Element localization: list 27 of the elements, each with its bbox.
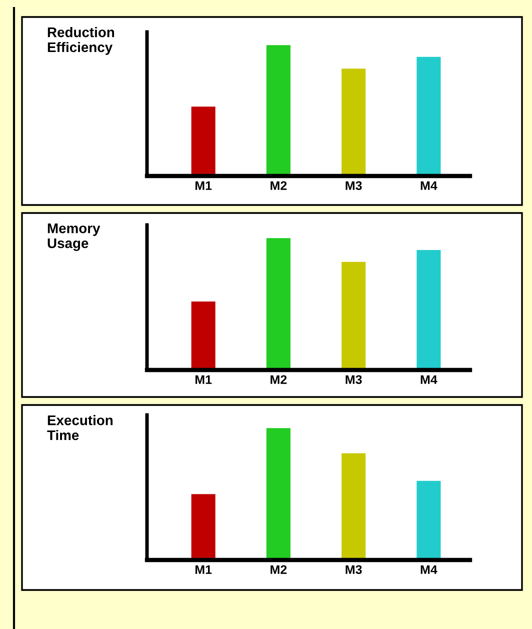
x-tick-label: M1	[195, 181, 212, 190]
chart-title: Reduction Efficiency	[48, 27, 114, 55]
bar	[266, 45, 290, 176]
x-tick-label: M4	[420, 181, 438, 190]
bar	[191, 301, 216, 370]
bar	[266, 428, 290, 560]
bar	[342, 68, 366, 176]
x-tick-label: M3	[346, 375, 362, 384]
x-tick-label: M2	[270, 375, 287, 384]
x-tick-label: M1	[195, 375, 212, 384]
bar	[266, 238, 290, 370]
bar	[342, 262, 366, 370]
x-tick-label: M3	[346, 565, 362, 574]
x-tick-label: M2	[270, 565, 287, 574]
x-tick-label: M4	[420, 565, 438, 574]
chart-title: Execution Time	[47, 415, 113, 440]
bar	[191, 494, 216, 560]
bar	[342, 453, 366, 560]
x-tick-label: M2	[270, 181, 287, 190]
x-tick-label: M3	[346, 181, 362, 190]
x-tick-label: M1	[195, 565, 212, 574]
chart-title: Memory Usage	[48, 224, 100, 251]
bar	[416, 250, 441, 370]
bar	[416, 480, 441, 560]
bar	[416, 56, 441, 176]
bar	[191, 106, 216, 176]
x-tick-label: M4	[420, 375, 438, 384]
